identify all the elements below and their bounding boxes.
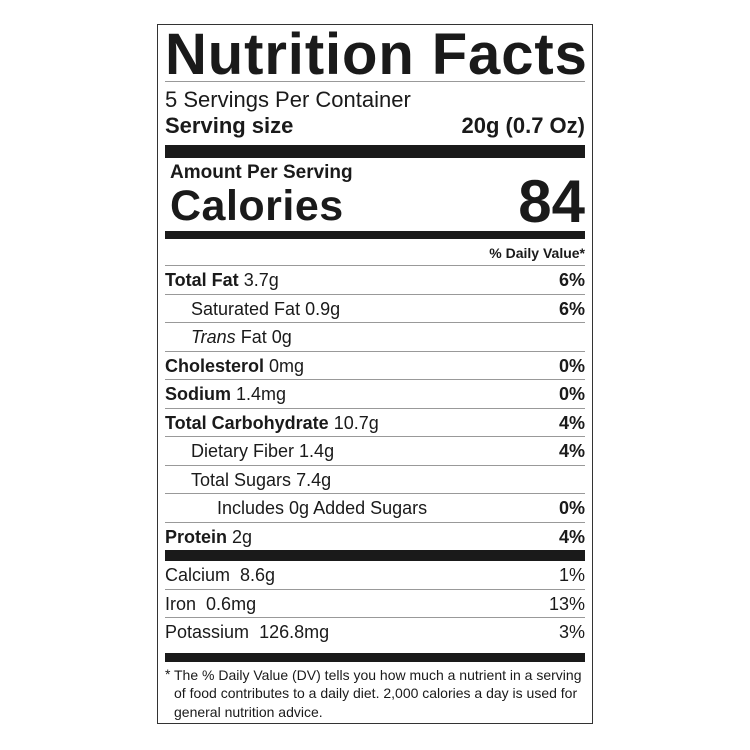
- mineral-amount: 126.8mg: [259, 622, 330, 642]
- nutrient-list: Total Fat 3.7g 6% Saturated Fat 0.9g 6% Tr…: [165, 266, 585, 550]
- serving-size-label: Serving size: [165, 113, 294, 138]
- mineral-row-potassium: Potassium 126.8mg 3%: [165, 618, 585, 646]
- nutrient-dv: 0%: [558, 498, 585, 518]
- nutrient-dv: 0%: [558, 384, 585, 404]
- nutrient-row-saturated-fat: Saturated Fat 0.9g 6%: [165, 295, 585, 323]
- nutrient-row-total-sugars: Total Sugars 7.4g: [165, 466, 585, 494]
- nutrient-row-trans-fat: Trans Fat 0g: [165, 323, 585, 352]
- nutrient-name: Total Fat: [165, 270, 239, 290]
- nutrient-row-protein: Protein 2g 4%: [165, 523, 585, 551]
- servings-per-container: 5 Servings Per Container: [165, 87, 411, 112]
- nutrient-name: Total Sugars: [191, 469, 292, 490]
- mineral-name: Iron: [165, 593, 197, 614]
- daily-value-header: % Daily Value*: [165, 239, 585, 266]
- nutrient-amount: 0g: [271, 327, 292, 347]
- mineral-dv: 1%: [558, 565, 585, 585]
- nutrient-dv: 4%: [558, 441, 585, 461]
- nutrient-dv: 6%: [558, 270, 585, 290]
- nutrient-amount: 7.4g: [296, 469, 332, 490]
- footnote-text: The % Daily Value (DV) tells you how muc…: [174, 666, 582, 720]
- mineral-dv: 13%: [548, 593, 585, 614]
- nutrient-row-total-carbohydrate: Total Carbohydrate 10.7g 4%: [165, 409, 585, 437]
- nutrient-row-sodium: Sodium 1.4mg 0%: [165, 380, 585, 409]
- nutrient-row-total-fat: Total Fat 3.7g 6%: [165, 266, 585, 295]
- nutrient-name: Dietary Fiber: [191, 441, 295, 461]
- calories-label: Calories: [170, 182, 344, 230]
- thick-divider: [165, 652, 585, 662]
- thick-divider: [165, 231, 585, 239]
- thick-divider: [165, 550, 585, 561]
- nutrient-name: Includes 0g Added Sugars: [217, 498, 428, 518]
- mineral-dv: 3%: [558, 622, 585, 642]
- serving-size-value: 20g (0.7 Oz): [461, 113, 585, 138]
- nutrient-name: Total Carbohydrate: [165, 412, 329, 433]
- nutrient-dv: 0%: [558, 355, 585, 376]
- mineral-name: Potassium: [165, 622, 250, 642]
- nutrient-row-dietary-fiber: Dietary Fiber 1.4g 4%: [165, 437, 585, 466]
- mineral-row-iron: Iron 0.6mg 13%: [165, 590, 585, 618]
- mineral-name: Calcium: [165, 565, 231, 585]
- calories-value: 84: [518, 168, 585, 235]
- nutrient-amount: 1.4g: [299, 441, 335, 461]
- nutrient-prefix: Trans: [191, 327, 236, 347]
- nutrient-amount: 10.7g: [333, 412, 379, 433]
- mineral-row-calcium: Calcium 8.6g 1%: [165, 561, 585, 590]
- nutrient-dv: 4%: [558, 412, 585, 433]
- footnote: * The % Daily Value (DV) tells you how m…: [165, 662, 585, 722]
- nutrient-row-cholesterol: Cholesterol 0mg 0%: [165, 352, 585, 380]
- nutrient-name: Sodium: [165, 384, 231, 404]
- calories-row: Calories 84: [165, 172, 585, 232]
- nutrient-name: Fat: [240, 327, 267, 347]
- thick-divider: [165, 145, 585, 158]
- nutrient-amount: 3.7g: [243, 270, 279, 290]
- amount-per-serving: Amount Per Serving: [170, 162, 353, 183]
- nutrient-dv: 4%: [558, 526, 585, 547]
- mineral-amount: 8.6g: [240, 565, 276, 585]
- nutrient-amount: 1.4mg: [236, 384, 287, 404]
- nutrient-name: Saturated Fat: [191, 298, 301, 319]
- label-title: Nutrition Facts: [165, 22, 588, 87]
- mineral-amount: 0.6mg: [206, 593, 257, 614]
- footnote-asterisk: *: [165, 665, 171, 682]
- nutrient-dv: 6%: [558, 298, 585, 319]
- nutrient-amount: 2g: [232, 526, 253, 547]
- nutrition-facts-label: Nutrition Facts 5 Servings Per Container…: [157, 24, 593, 724]
- nutrient-name: Protein: [165, 526, 228, 547]
- nutrient-row-added-sugars: Includes 0g Added Sugars 0%: [165, 494, 585, 523]
- nutrient-amount: 0.9g: [305, 298, 341, 319]
- mineral-list: Calcium 8.6g 1% Iron 0.6mg 13% Potassium 1…: [165, 561, 585, 646]
- nutrient-amount: 0mg: [269, 355, 305, 376]
- nutrient-name: Cholesterol: [165, 355, 265, 376]
- serving-size-row: Serving size 20g (0.7 Oz): [165, 112, 585, 142]
